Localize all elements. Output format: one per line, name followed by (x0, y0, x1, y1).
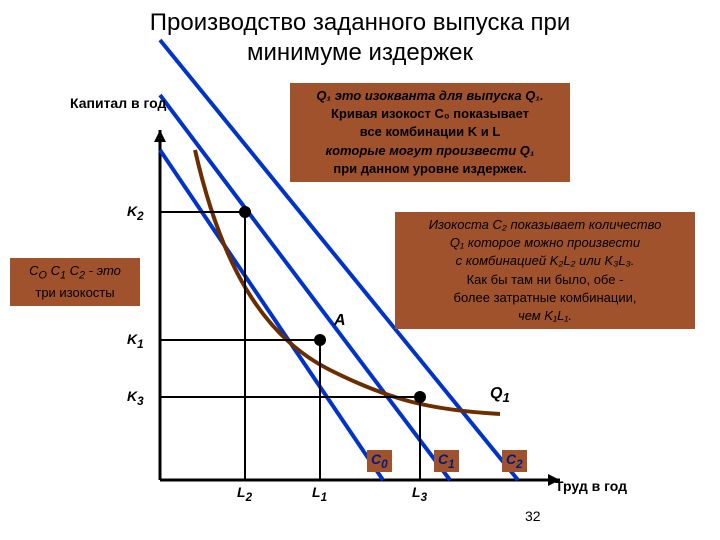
box-top-l3: все комбинации K и L (360, 124, 501, 139)
label-C1: C1 (434, 450, 459, 472)
box-top: Q₁ это изокванта для выпуска Q₁. Кривая … (290, 83, 570, 182)
point-A (314, 334, 326, 346)
y-axis-label: Капитал в год (70, 95, 166, 111)
box-right: Изокоста C₂ показывает количество Q₁ кот… (395, 212, 695, 329)
tick-K2: K2 (127, 203, 144, 223)
box-top-l4: которые могут произвести Q₁ (326, 143, 535, 158)
box-right-l5: более затратные комбинации, (454, 290, 637, 305)
label-C2: C2 (502, 450, 527, 472)
label-A: A (334, 312, 346, 330)
box-top-l5: при данном уровне издержек. (333, 161, 526, 176)
tick-L2: L2 (237, 484, 252, 504)
label-C0: C0 (367, 450, 392, 472)
box-right-l3: с комбинацией K₂L₂ или K₃L₃. (456, 253, 635, 268)
y-axis-arrow (154, 130, 166, 142)
tick-K1: K1 (127, 331, 144, 351)
box-top-l2: Кривая изокост C₀ показывает (331, 106, 529, 121)
label-Q1: Q1 (490, 385, 510, 405)
box-right-l6: чем K₁L₁. (518, 308, 572, 323)
point-top (239, 206, 251, 218)
tick-K3: K3 (127, 388, 144, 408)
box-right-l1: Изокоста C₂ показывает количество (429, 217, 662, 232)
page-number: 32 (525, 508, 541, 524)
box-left-line1: CO C1 C2 - это (29, 263, 121, 278)
box-left-line2: три изокосты (35, 285, 114, 300)
box-top-l1: Q₁ это изокванта для выпуска Q₁. (316, 88, 543, 103)
point-bottom (414, 391, 426, 403)
box-right-l4: Как бы там ни было, обе - (467, 272, 624, 287)
x-axis-label: Труд в год (555, 478, 627, 494)
tick-L3: L3 (412, 484, 427, 504)
box-left: CO C1 C2 - это три изокосты (10, 258, 140, 306)
tick-L1: L1 (312, 484, 327, 504)
isocost-C0 (160, 150, 383, 480)
box-right-l2: Q₁ которое можно произвести (450, 235, 640, 250)
